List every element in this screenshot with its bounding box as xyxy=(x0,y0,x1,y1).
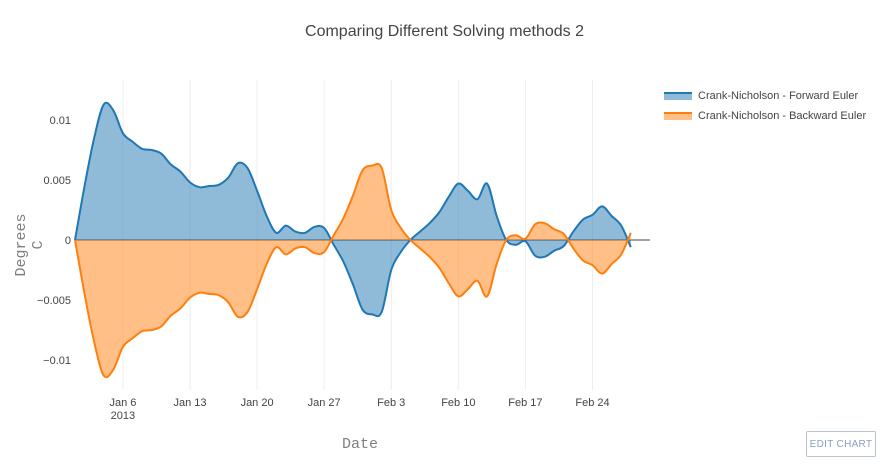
legend-label-backward-euler: Crank-Nicholson - Backward Euler xyxy=(698,110,867,122)
x-tick-label: Jan 6 xyxy=(109,397,136,409)
x-tick-label: Jan 20 xyxy=(241,397,274,409)
y-tick-label: 0.005 xyxy=(43,175,71,187)
y-tick-label: 0 xyxy=(65,235,71,247)
y-tick-label: −0.005 xyxy=(37,295,71,307)
x-tick-sublabel: 2013 xyxy=(111,410,135,422)
x-tick-label: Feb 24 xyxy=(575,397,609,409)
legend-swatch-forward-euler xyxy=(664,92,692,100)
x-tick-label: Feb 10 xyxy=(441,397,475,409)
edit-chart-button[interactable]: EDIT CHART xyxy=(806,431,876,457)
series-1-line xyxy=(74,162,632,379)
y-tick-label: −0.01 xyxy=(43,355,71,367)
y-tick-label: 0.01 xyxy=(50,115,71,127)
chart-title: Comparing Different Solving methods 2 xyxy=(305,23,584,40)
x-tick-label: Jan 13 xyxy=(173,397,206,409)
x-tick-label: Jan 27 xyxy=(308,397,341,409)
series-0-area xyxy=(75,102,631,317)
legend-swatch-backward-euler xyxy=(664,112,692,120)
y-axis-title: Degrees C xyxy=(13,213,47,277)
legend-item-forward-euler[interactable]: Crank-Nicholson - Forward Euler xyxy=(664,86,866,106)
series-1-area xyxy=(75,163,631,378)
legend-item-backward-euler[interactable]: Crank-Nicholson - Backward Euler xyxy=(664,106,866,126)
x-axis-title: Date xyxy=(342,436,379,453)
x-tick-label: Feb 17 xyxy=(508,397,542,409)
legend-label-forward-euler: Crank-Nicholson - Forward Euler xyxy=(698,90,859,102)
series-areas xyxy=(74,101,632,379)
series-0-line xyxy=(74,101,632,318)
legend: Crank-Nicholson - Forward Euler Crank-Ni… xyxy=(664,86,866,126)
x-tick-label: Feb 3 xyxy=(377,397,405,409)
